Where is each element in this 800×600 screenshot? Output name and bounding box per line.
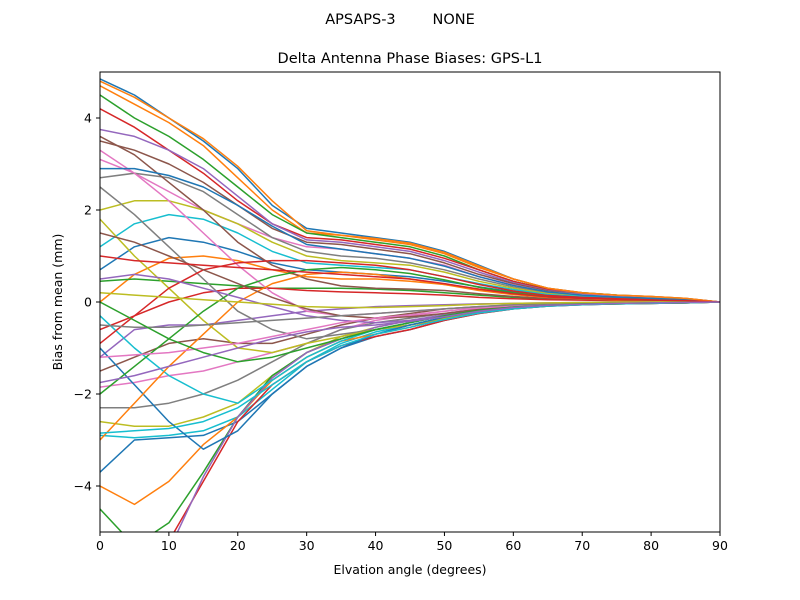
series-line-41 bbox=[100, 167, 720, 303]
series-line-42 bbox=[100, 80, 720, 303]
y-tick-label: 4 bbox=[84, 111, 92, 126]
x-tick-label: 90 bbox=[712, 538, 728, 553]
figure-suptitle: APSAPS-3 NONE bbox=[325, 12, 475, 28]
series-line-44 bbox=[100, 255, 720, 303]
series-layer bbox=[100, 78, 720, 532]
y-tick-label: 2 bbox=[84, 203, 92, 218]
y-tick-label: 0 bbox=[84, 295, 92, 310]
x-tick-label: 30 bbox=[299, 538, 315, 553]
x-tick-label: 50 bbox=[436, 538, 452, 553]
x-tick-label: 20 bbox=[230, 538, 246, 553]
y-tick-label: −4 bbox=[74, 479, 92, 494]
tick-layer: 0 10 20 30 40 50 60 70 80 90 −4 −2 0 2 4 bbox=[74, 111, 728, 554]
series-line-45 bbox=[100, 301, 720, 384]
x-tick-label: 60 bbox=[505, 538, 521, 553]
x-tick-label: 80 bbox=[643, 538, 659, 553]
x-axis-label: Elvation angle (degrees) bbox=[333, 562, 486, 577]
x-tick-label: 0 bbox=[96, 538, 104, 553]
x-tick-label: 70 bbox=[574, 538, 590, 553]
y-axis-label: Bias from mean (mm) bbox=[50, 234, 65, 371]
series-line-39 bbox=[100, 292, 720, 309]
x-tick-label: 10 bbox=[161, 538, 177, 553]
series-line-14 bbox=[100, 287, 720, 331]
plot-frame bbox=[99, 71, 721, 533]
chart-title: Delta Antenna Phase Biases: GPS-L1 bbox=[278, 51, 543, 67]
y-tick-label: −2 bbox=[74, 387, 92, 402]
x-tick-label: 40 bbox=[368, 538, 384, 553]
